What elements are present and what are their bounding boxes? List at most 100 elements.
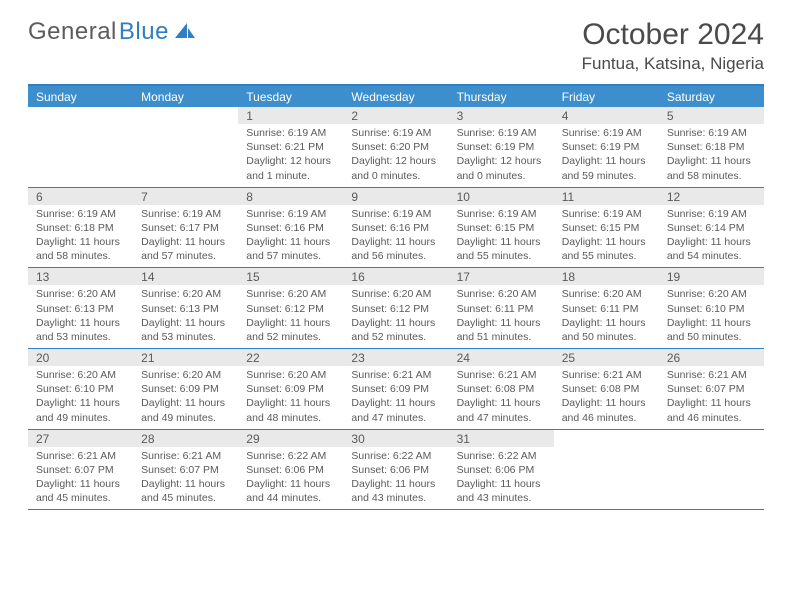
sunset-line: Sunset: 6:09 PM (141, 382, 230, 396)
sunrise-line: Sunrise: 6:19 AM (351, 207, 440, 221)
logo-text-a: General (28, 18, 117, 46)
sunrise-line: Sunrise: 6:19 AM (667, 207, 756, 221)
day-body: Sunrise: 6:20 AMSunset: 6:11 PMDaylight:… (554, 285, 659, 348)
daylight-line: Daylight: 11 hours and 54 minutes. (667, 235, 756, 263)
day-number: 24 (449, 349, 554, 366)
day-body: Sunrise: 6:21 AMSunset: 6:09 PMDaylight:… (343, 366, 448, 429)
sunset-line: Sunset: 6:12 PM (351, 302, 440, 316)
sunset-line: Sunset: 6:13 PM (36, 302, 125, 316)
daylight-line: Daylight: 11 hours and 53 minutes. (141, 316, 230, 344)
sunset-line: Sunset: 6:16 PM (246, 221, 335, 235)
day-number: 30 (343, 430, 448, 447)
day-number: 20 (28, 349, 133, 366)
sunrise-line: Sunrise: 6:20 AM (562, 287, 651, 301)
sunset-line: Sunset: 6:15 PM (562, 221, 651, 235)
dow-cell: Tuesday (238, 86, 343, 107)
day-body: Sunrise: 6:21 AMSunset: 6:08 PMDaylight:… (449, 366, 554, 429)
day-body: Sunrise: 6:20 AMSunset: 6:10 PMDaylight:… (28, 366, 133, 429)
sunrise-line: Sunrise: 6:21 AM (141, 449, 230, 463)
daylight-line: Daylight: 11 hours and 55 minutes. (457, 235, 546, 263)
day-cell: 22Sunrise: 6:20 AMSunset: 6:09 PMDayligh… (238, 349, 343, 429)
sunrise-line: Sunrise: 6:20 AM (667, 287, 756, 301)
day-number: 15 (238, 268, 343, 285)
day-cell: 9Sunrise: 6:19 AMSunset: 6:16 PMDaylight… (343, 188, 448, 268)
day-cell: 21Sunrise: 6:20 AMSunset: 6:09 PMDayligh… (133, 349, 238, 429)
day-body: Sunrise: 6:19 AMSunset: 6:18 PMDaylight:… (28, 205, 133, 268)
day-number: 19 (659, 268, 764, 285)
sunrise-line: Sunrise: 6:20 AM (141, 287, 230, 301)
sunset-line: Sunset: 6:11 PM (457, 302, 546, 316)
day-body: Sunrise: 6:21 AMSunset: 6:07 PMDaylight:… (133, 447, 238, 510)
sunrise-line: Sunrise: 6:19 AM (457, 207, 546, 221)
day-body: Sunrise: 6:19 AMSunset: 6:16 PMDaylight:… (238, 205, 343, 268)
day-number: 27 (28, 430, 133, 447)
day-cell: 16Sunrise: 6:20 AMSunset: 6:12 PMDayligh… (343, 268, 448, 348)
day-number: 6 (28, 188, 133, 205)
day-number: 31 (449, 430, 554, 447)
sunrise-line: Sunrise: 6:21 AM (562, 368, 651, 382)
dow-cell: Thursday (449, 86, 554, 107)
day-body: Sunrise: 6:19 AMSunset: 6:19 PMDaylight:… (449, 124, 554, 187)
week-row: 13Sunrise: 6:20 AMSunset: 6:13 PMDayligh… (28, 267, 764, 348)
day-number: 21 (133, 349, 238, 366)
sunrise-line: Sunrise: 6:20 AM (141, 368, 230, 382)
sunset-line: Sunset: 6:16 PM (351, 221, 440, 235)
sunset-line: Sunset: 6:19 PM (562, 140, 651, 154)
sunrise-line: Sunrise: 6:21 AM (457, 368, 546, 382)
sunrise-line: Sunrise: 6:20 AM (246, 368, 335, 382)
sunrise-line: Sunrise: 6:19 AM (667, 126, 756, 140)
daylight-line: Daylight: 11 hours and 46 minutes. (667, 396, 756, 424)
day-cell: 2Sunrise: 6:19 AMSunset: 6:20 PMDaylight… (343, 107, 448, 187)
day-number: 17 (449, 268, 554, 285)
dow-cell: Wednesday (343, 86, 448, 107)
daylight-line: Daylight: 11 hours and 50 minutes. (667, 316, 756, 344)
sunrise-line: Sunrise: 6:20 AM (457, 287, 546, 301)
day-body: Sunrise: 6:19 AMSunset: 6:16 PMDaylight:… (343, 205, 448, 268)
week-row: 27Sunrise: 6:21 AMSunset: 6:07 PMDayligh… (28, 429, 764, 510)
sunset-line: Sunset: 6:12 PM (246, 302, 335, 316)
sunrise-line: Sunrise: 6:20 AM (36, 368, 125, 382)
day-number: 23 (343, 349, 448, 366)
weeks: 001Sunrise: 6:19 AMSunset: 6:21 PMDaylig… (28, 107, 764, 509)
dow-cell: Friday (554, 86, 659, 107)
day-body: Sunrise: 6:20 AMSunset: 6:09 PMDaylight:… (133, 366, 238, 429)
day-cell: 20Sunrise: 6:20 AMSunset: 6:10 PMDayligh… (28, 349, 133, 429)
sunset-line: Sunset: 6:21 PM (246, 140, 335, 154)
logo-sail-icon (174, 22, 196, 40)
day-cell: 4Sunrise: 6:19 AMSunset: 6:19 PMDaylight… (554, 107, 659, 187)
daylight-line: Daylight: 11 hours and 59 minutes. (562, 154, 651, 182)
sunrise-line: Sunrise: 6:19 AM (141, 207, 230, 221)
day-body: Sunrise: 6:20 AMSunset: 6:12 PMDaylight:… (343, 285, 448, 348)
week-row: 001Sunrise: 6:19 AMSunset: 6:21 PMDaylig… (28, 107, 764, 187)
day-number: 8 (238, 188, 343, 205)
day-body: Sunrise: 6:19 AMSunset: 6:19 PMDaylight:… (554, 124, 659, 187)
sunrise-line: Sunrise: 6:22 AM (351, 449, 440, 463)
day-cell: 17Sunrise: 6:20 AMSunset: 6:11 PMDayligh… (449, 268, 554, 348)
dow-cell: Saturday (659, 86, 764, 107)
day-number: 10 (449, 188, 554, 205)
day-number: 12 (659, 188, 764, 205)
day-number: 29 (238, 430, 343, 447)
day-body: Sunrise: 6:22 AMSunset: 6:06 PMDaylight:… (343, 447, 448, 510)
day-cell: 14Sunrise: 6:20 AMSunset: 6:13 PMDayligh… (133, 268, 238, 348)
day-number: 7 (133, 188, 238, 205)
sunset-line: Sunset: 6:06 PM (457, 463, 546, 477)
day-number: 14 (133, 268, 238, 285)
daylight-line: Daylight: 11 hours and 56 minutes. (351, 235, 440, 263)
sunset-line: Sunset: 6:11 PM (562, 302, 651, 316)
sunset-line: Sunset: 6:20 PM (351, 140, 440, 154)
calendar: SundayMondayTuesdayWednesdayThursdayFrid… (28, 84, 764, 510)
sunrise-line: Sunrise: 6:19 AM (351, 126, 440, 140)
day-body: Sunrise: 6:22 AMSunset: 6:06 PMDaylight:… (238, 447, 343, 510)
sunrise-line: Sunrise: 6:21 AM (351, 368, 440, 382)
day-body: Sunrise: 6:19 AMSunset: 6:15 PMDaylight:… (554, 205, 659, 268)
day-body: Sunrise: 6:19 AMSunset: 6:21 PMDaylight:… (238, 124, 343, 187)
day-cell: 3Sunrise: 6:19 AMSunset: 6:19 PMDaylight… (449, 107, 554, 187)
page: GeneralBlue October 2024 Funtua, Katsina… (0, 0, 792, 528)
sunrise-line: Sunrise: 6:20 AM (351, 287, 440, 301)
sunset-line: Sunset: 6:09 PM (351, 382, 440, 396)
day-body: Sunrise: 6:21 AMSunset: 6:08 PMDaylight:… (554, 366, 659, 429)
sunset-line: Sunset: 6:15 PM (457, 221, 546, 235)
daylight-line: Daylight: 11 hours and 58 minutes. (36, 235, 125, 263)
day-cell: 0 (133, 107, 238, 187)
